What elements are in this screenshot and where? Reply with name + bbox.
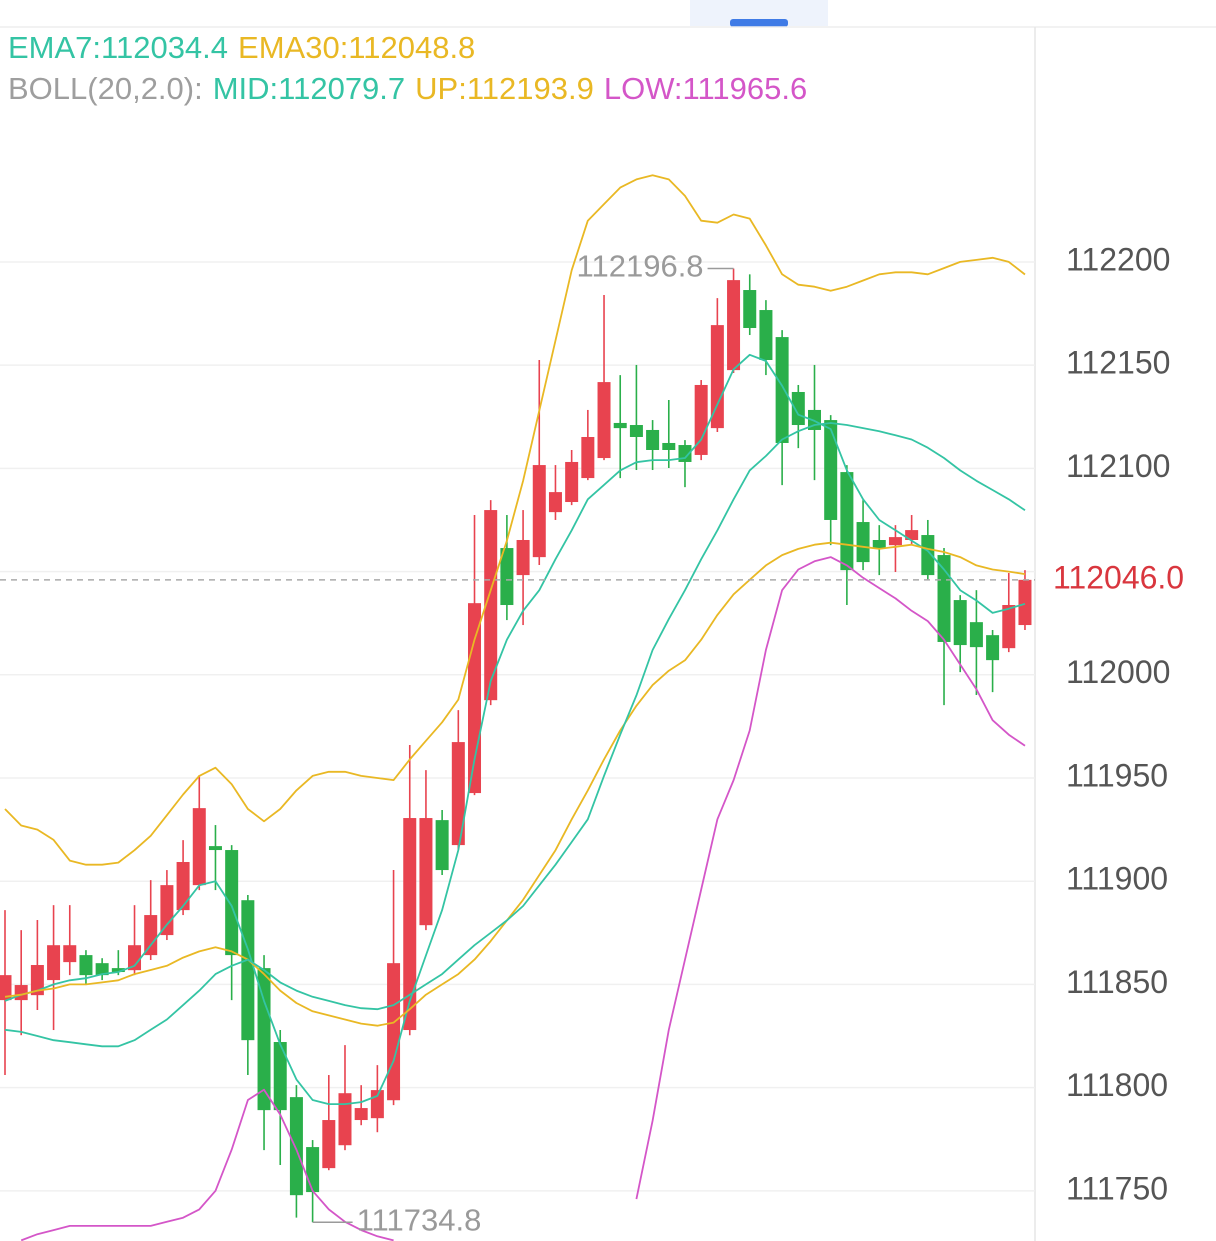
candle-body <box>225 850 239 956</box>
legend-row: BOLL(20,2.0): MID:112079.7 UP:112193.9 LOW:… <box>8 71 807 106</box>
candle-body <box>435 820 449 871</box>
candle-body <box>387 963 401 1101</box>
legend-row: EMA7:112034.4 EMA30:112048.8 <box>8 30 475 65</box>
candle-body <box>888 537 902 546</box>
candle-body <box>516 539 530 576</box>
legend: EMA7:112034.4 EMA30:112048.8 BOLL(20,2.0):… <box>8 30 807 106</box>
candle-body <box>95 963 109 976</box>
candle-body <box>354 1108 368 1121</box>
candle-body <box>192 808 206 886</box>
top-tab-indicator[interactable] <box>730 19 788 27</box>
candle-body <box>662 442 676 450</box>
candle-body <box>79 955 93 976</box>
candle-body <box>921 535 935 576</box>
candle-body <box>451 742 465 846</box>
candle-body <box>710 325 724 429</box>
y-axis: 1117501118001118501119001119501120001120… <box>1066 241 1170 1206</box>
legend-entry: LOW:111965.6 <box>604 71 807 106</box>
legend-entry: UP:112193.9 <box>415 71 594 106</box>
candle-body <box>872 539 886 549</box>
candle-body <box>694 384 708 455</box>
legend-entry: EMA7:112034.4 <box>8 30 228 65</box>
y-tick-label: 112100 <box>1066 448 1170 484</box>
legend-entry: EMA30:112048.8 <box>238 30 475 65</box>
candle-body <box>856 522 870 563</box>
candle-body <box>840 472 854 571</box>
candle-body <box>257 968 271 1111</box>
y-tick-label: 111750 <box>1066 1170 1168 1206</box>
candle-body <box>759 310 773 360</box>
candle-body <box>791 391 805 426</box>
legend-entry: MID:112079.7 <box>213 71 405 106</box>
candle-body <box>565 461 579 503</box>
extreme-label: 111734.8 <box>357 1202 482 1237</box>
indicator-line <box>4 353 1026 1105</box>
candle-body <box>646 429 660 450</box>
y-tick-label: 111800 <box>1066 1067 1168 1103</box>
y-tick-label: 112200 <box>1066 241 1170 277</box>
candle-body <box>63 945 77 963</box>
candle-body <box>775 337 789 443</box>
candle-body <box>986 635 1000 661</box>
candle-body <box>500 548 514 606</box>
candle-body <box>727 280 741 371</box>
y-tick-label: 111900 <box>1066 861 1168 897</box>
candle-body <box>160 885 174 936</box>
candle-body <box>1018 579 1032 626</box>
candle-body <box>743 290 757 329</box>
candle-body <box>597 382 611 459</box>
candle-body <box>47 945 61 981</box>
candle-body <box>937 555 951 642</box>
candle-body <box>969 622 983 648</box>
candle-body <box>144 915 158 956</box>
candle-body <box>581 436 595 479</box>
candle-body <box>419 818 433 926</box>
candle-body <box>613 422 627 429</box>
candle-body <box>629 425 643 437</box>
candle-body <box>14 985 28 1001</box>
candle-body <box>403 818 417 1031</box>
last-price-bg <box>1042 555 1212 604</box>
indicator-line <box>4 174 1026 866</box>
candle-body <box>289 1097 303 1196</box>
candle-body <box>468 603 482 794</box>
y-tick-label: 112000 <box>1066 654 1170 690</box>
candle-body <box>0 975 12 1001</box>
indicator-line <box>635 556 1026 1200</box>
candle-body <box>548 492 562 513</box>
candle-body <box>1002 605 1016 649</box>
y-tick-label: 111950 <box>1066 757 1168 793</box>
candle-body <box>241 900 255 1041</box>
candle-body <box>208 846 222 851</box>
y-tick-label: 112150 <box>1066 345 1170 381</box>
grid <box>0 261 1035 1192</box>
candle-body <box>176 862 190 911</box>
last-price-label: 112046.0 <box>1053 559 1184 595</box>
candle-body <box>824 420 838 520</box>
indicator-line <box>4 422 1026 1048</box>
candle-body <box>905 530 919 540</box>
y-tick-label: 111850 <box>1066 964 1168 1000</box>
indicator-line <box>20 1088 394 1241</box>
plot-area <box>0 174 1032 1241</box>
indicator-line <box>4 541 1026 1027</box>
candle-body <box>953 600 967 646</box>
candle-body <box>273 1042 287 1111</box>
candle-body <box>30 965 44 996</box>
legend-entry: BOLL(20,2.0): <box>8 71 203 106</box>
candle-body <box>128 945 142 971</box>
candle-body <box>484 510 498 701</box>
candle-body <box>322 1120 336 1169</box>
candle-body <box>306 1147 320 1193</box>
candle-body <box>338 1093 352 1146</box>
candle-body <box>532 465 546 558</box>
extreme-label: 112196.8 <box>577 249 704 284</box>
candle-body <box>111 968 125 973</box>
